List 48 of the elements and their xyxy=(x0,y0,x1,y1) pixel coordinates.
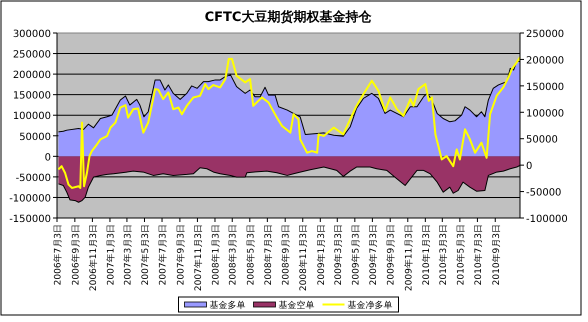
y2-tick-label: 250000 xyxy=(526,29,564,40)
y2-tick-label: 100000 xyxy=(526,108,564,120)
legend-label: 基金多单 xyxy=(210,300,246,311)
x-tick-label: 2009年5月3日 xyxy=(350,224,362,286)
x-tick-label: 2007年9月3日 xyxy=(175,224,186,286)
y-tick-label: 100000 xyxy=(12,111,51,122)
x-tick-label: 2006年7月3日 xyxy=(52,224,64,286)
x-tick-label: 2007年7月3日 xyxy=(158,224,169,286)
x-tick-label: 2010年5月3日 xyxy=(455,224,466,286)
y-tick-label: 150000 xyxy=(12,90,51,102)
x-tick-label: 2008年1月3日 xyxy=(210,224,222,286)
x-tick-label: 2008年7月3日 xyxy=(262,224,274,286)
y-tick-label: 0 xyxy=(44,152,51,164)
y2-tick-label: 0 xyxy=(526,161,532,172)
x-tick-label: 2008年5月3日 xyxy=(245,224,256,286)
x-tick-label: 2009年11月3日 xyxy=(403,224,414,292)
y-tick-label: 200000 xyxy=(12,70,51,82)
legend-label: 基金净多单 xyxy=(348,300,392,311)
x-tick-label: 2009年1月3日 xyxy=(316,224,327,286)
y2-tick-label: -100000 xyxy=(526,214,568,225)
x-tick-label: 2008年3月3日 xyxy=(228,224,239,286)
x-tick-label: 2007年3月3日 xyxy=(122,224,134,286)
x-tick-label: 2009年3月3日 xyxy=(332,224,344,286)
chart-title: CFTC大豆期货期权基金持仓 xyxy=(204,9,372,25)
x-tick-label: 2007年11月3日 xyxy=(192,224,204,292)
x-tick-label: 2010年7月3日 xyxy=(472,224,484,286)
x-tick-label: 2008年9月3日 xyxy=(280,224,292,286)
y-tick-label: 50000 xyxy=(19,132,51,143)
x-tick-label: 2010年3月3日 xyxy=(438,224,449,286)
x-tick-label: 2006年9月3日 xyxy=(70,224,82,286)
y-tick-label: -150000 xyxy=(9,214,51,225)
y2-tick-label: -50000 xyxy=(526,188,562,199)
x-tick-label: 2007年5月3日 xyxy=(140,224,151,286)
y-tick-label: 300000 xyxy=(12,29,51,40)
y2-tick-label: 50000 xyxy=(526,134,558,146)
x-tick-label: 2007年1月3日 xyxy=(105,224,116,286)
y-tick-label: 250000 xyxy=(12,50,51,61)
x-tick-label: 2009年7月3日 xyxy=(368,224,379,286)
y-tick-label: -100000 xyxy=(9,193,51,204)
x-tick-label: 2009年9月3日 xyxy=(386,224,397,286)
x-tick-label: 2006年11月3日 xyxy=(88,224,99,292)
x-tick-label: 2010年1月3日 xyxy=(420,224,432,286)
y2-tick-label: 150000 xyxy=(526,82,564,93)
legend-label: 基金空单 xyxy=(278,300,314,311)
y2-tick-label: 200000 xyxy=(526,55,564,66)
x-tick-label: 2010年9月3日 xyxy=(490,224,502,286)
x-tick-label: 2008年11月3日 xyxy=(298,224,310,292)
y-tick-label: -50000 xyxy=(16,172,51,184)
